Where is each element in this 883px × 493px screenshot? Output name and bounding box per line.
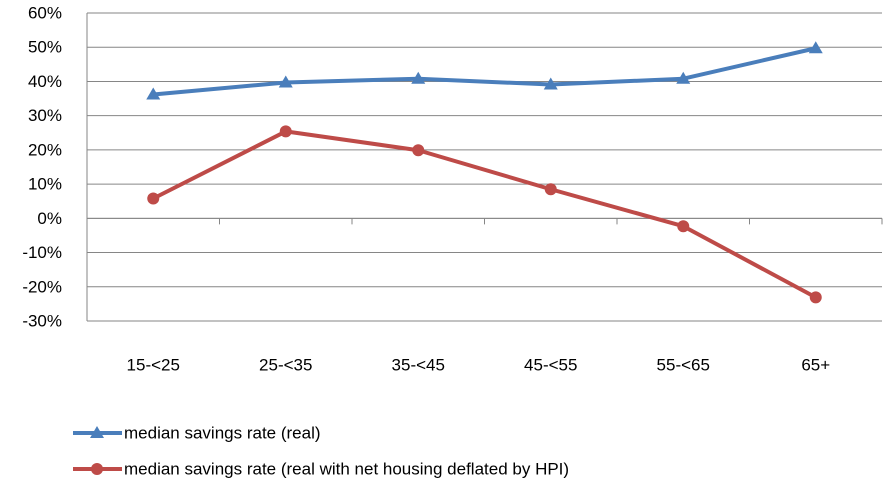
x-tick-label: 35-<45 — [392, 355, 445, 374]
data-point — [278, 75, 293, 88]
legend-label: median savings rate (real) — [124, 423, 321, 442]
series-line — [153, 46, 817, 97]
y-tick-label: 0% — [37, 209, 62, 228]
y-tick-label: -20% — [22, 277, 62, 296]
data-point — [543, 77, 558, 90]
y-tick-label: 10% — [28, 175, 62, 194]
y-tick-label: 30% — [28, 106, 62, 125]
x-tick-label: 55-<65 — [657, 355, 710, 374]
data-point — [677, 220, 690, 233]
legend-marker — [90, 426, 104, 438]
data-point — [411, 71, 426, 84]
y-tick-label: -30% — [22, 311, 62, 330]
y-tick-label: 50% — [28, 38, 62, 57]
data-point — [147, 192, 160, 205]
legend-label: median savings rate (real with net housi… — [124, 459, 569, 478]
data-point — [808, 41, 823, 54]
y-tick-label: 40% — [28, 72, 62, 91]
series-line — [152, 129, 817, 300]
y-tick-label: 60% — [28, 3, 62, 22]
y-tick-label: 20% — [28, 140, 62, 159]
data-point — [544, 183, 557, 196]
x-tick-label: 45-<55 — [524, 355, 577, 374]
x-tick-label: 15-<25 — [127, 355, 180, 374]
legend-marker — [91, 463, 103, 475]
data-point — [676, 71, 691, 84]
x-tick-label: 65+ — [801, 355, 830, 374]
data-point — [809, 291, 822, 304]
y-tick-label: -10% — [22, 243, 62, 262]
data-point — [279, 125, 292, 138]
data-point — [146, 87, 161, 100]
data-point — [412, 144, 425, 157]
x-tick-label: 25-<35 — [259, 355, 312, 374]
